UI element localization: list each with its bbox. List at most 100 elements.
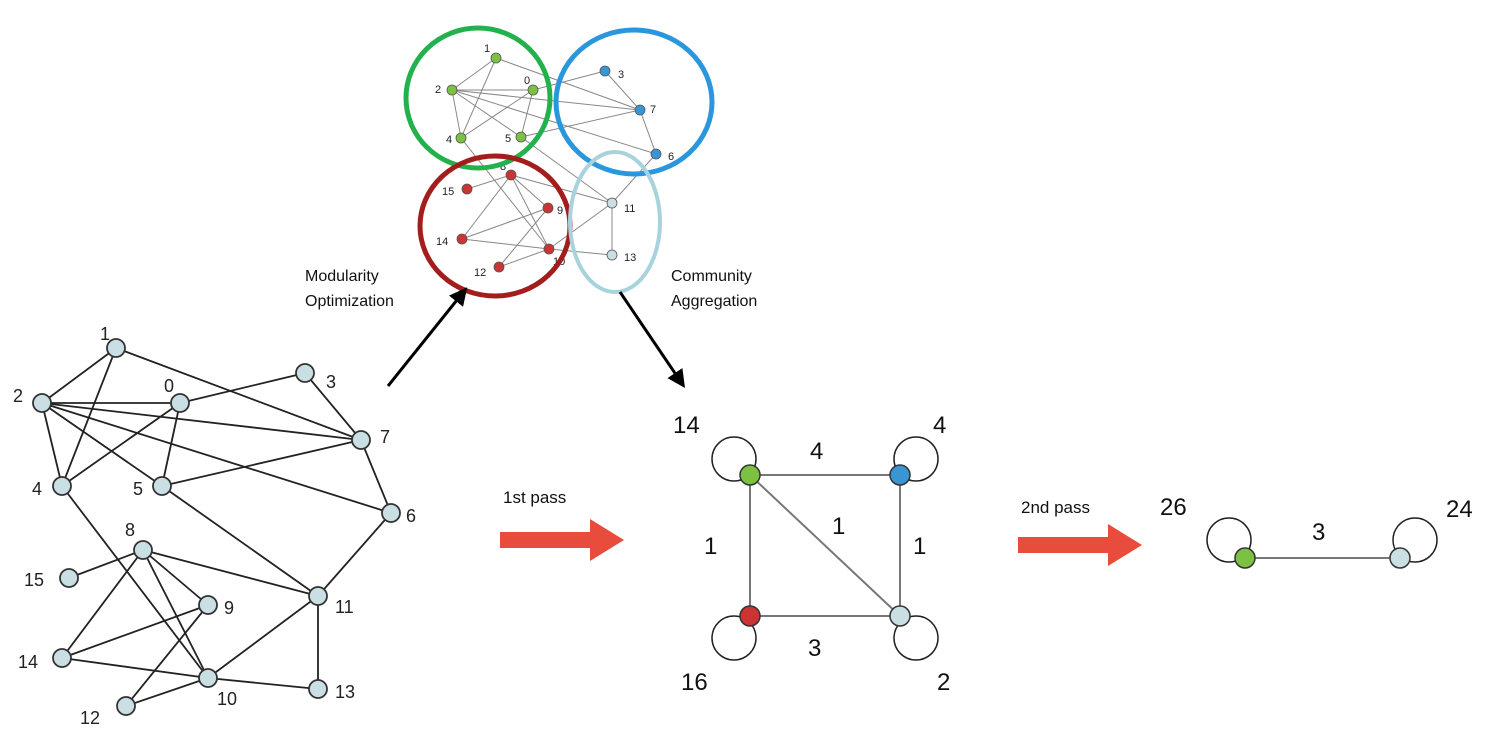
agg-weight-light: 2 bbox=[937, 669, 950, 696]
original-edge-8-11 bbox=[142, 549, 319, 597]
community-edge-8-10 bbox=[510, 174, 550, 250]
original-edge-0-3 bbox=[179, 372, 306, 404]
original-node-label-11: 11 bbox=[335, 597, 354, 617]
original-edge-12-10 bbox=[125, 677, 209, 707]
original-node-0 bbox=[170, 393, 190, 413]
original-node-15 bbox=[59, 568, 79, 588]
first-pass-arrow bbox=[500, 519, 624, 561]
community-edge-8-15 bbox=[466, 174, 512, 190]
community-edge-2-7 bbox=[451, 89, 641, 111]
community-node-label-12: 12 bbox=[474, 267, 486, 279]
community-node-14 bbox=[456, 233, 468, 245]
community-edge-10-11 bbox=[548, 202, 613, 250]
community-node-label-13: 13 bbox=[624, 252, 636, 264]
original-node-label-12: 12 bbox=[80, 708, 100, 728]
self-loop-blue bbox=[893, 436, 939, 482]
original-node-1 bbox=[106, 338, 126, 358]
original-node-label-14: 14 bbox=[18, 652, 38, 672]
original-node-label-3: 3 bbox=[326, 372, 336, 392]
community-edge-0-4 bbox=[460, 89, 534, 139]
community-node-label-2: 2 bbox=[435, 84, 441, 96]
self-loop-red bbox=[711, 615, 757, 661]
community-edge-3-7 bbox=[604, 70, 641, 111]
community-node-label-4: 4 bbox=[446, 134, 452, 146]
original-edge-1-2 bbox=[41, 347, 117, 404]
original-edge-8-9 bbox=[142, 549, 209, 606]
original-edge-3-7 bbox=[304, 372, 362, 441]
community-node-label-7: 7 bbox=[650, 104, 656, 116]
original-node-label-5: 5 bbox=[133, 479, 143, 499]
community-node-4 bbox=[455, 132, 467, 144]
final-node-light bbox=[1389, 547, 1411, 569]
original-edge-10-13 bbox=[207, 677, 319, 690]
original-edge-11-6 bbox=[317, 512, 392, 597]
community-edge-8-14 bbox=[461, 174, 512, 240]
original-edge-5-11 bbox=[161, 485, 319, 597]
self-loop-green bbox=[711, 436, 757, 482]
community-node-label-15: 15 bbox=[442, 186, 454, 198]
community-edge-0-5 bbox=[520, 89, 534, 138]
original-node-10 bbox=[198, 668, 218, 688]
arrow-modularity bbox=[386, 287, 468, 387]
community-node-label-9: 9 bbox=[557, 205, 563, 217]
agg-edge-weight-red-light: 3 bbox=[808, 635, 821, 662]
final-weight-green: 26 bbox=[1160, 494, 1187, 521]
original-node-3 bbox=[295, 363, 315, 383]
original-node-label-7: 7 bbox=[380, 427, 390, 447]
final-node-green bbox=[1234, 547, 1256, 569]
original-node-label-2: 2 bbox=[13, 386, 23, 406]
original-graph-edges bbox=[41, 347, 392, 707]
original-edge-8-14 bbox=[61, 549, 144, 659]
community-edge-5-11 bbox=[520, 136, 613, 204]
original-node-label-15: 15 bbox=[24, 570, 44, 590]
original-node-14 bbox=[52, 648, 72, 668]
community-edge-2-5 bbox=[451, 89, 522, 138]
original-node-2 bbox=[32, 393, 52, 413]
caption-modularity-line1: Modularity bbox=[305, 268, 379, 285]
community-node-1 bbox=[490, 52, 502, 64]
original-edge-2-5 bbox=[41, 402, 163, 487]
original-node-label-10: 10 bbox=[217, 689, 237, 709]
original-node-label-1: 1 bbox=[100, 324, 110, 344]
agg-edge-weight-blue-light: 1 bbox=[913, 533, 926, 560]
original-edge-5-7 bbox=[161, 439, 362, 487]
community-node-15 bbox=[461, 183, 473, 195]
agg-node-blue bbox=[889, 464, 911, 486]
original-node-label-4: 4 bbox=[32, 479, 42, 499]
community-edge-1-7 bbox=[495, 57, 641, 111]
caption-community-line2: Aggregation bbox=[671, 293, 757, 310]
original-node-4 bbox=[52, 476, 72, 496]
community-edge-1-2 bbox=[451, 57, 497, 91]
community-node-label-5: 5 bbox=[505, 133, 511, 145]
original-node-13 bbox=[308, 679, 328, 699]
caption-modularity-line2: Optimization bbox=[305, 293, 394, 310]
original-edge-2-6 bbox=[41, 402, 392, 514]
original-edge-4-10 bbox=[61, 485, 209, 679]
community-edge-9-12 bbox=[498, 207, 549, 268]
community-node-label-0: 0 bbox=[524, 75, 530, 87]
community-edge-11-6 bbox=[611, 153, 657, 204]
self-loop-final-green bbox=[1206, 517, 1252, 563]
community-node-0 bbox=[527, 84, 539, 96]
original-edge-0-5 bbox=[161, 402, 181, 487]
community-edge-12-10 bbox=[498, 248, 550, 268]
original-edge-8-10 bbox=[142, 549, 209, 679]
original-node-label-6: 6 bbox=[406, 506, 416, 526]
self-loop-final-light bbox=[1392, 517, 1438, 563]
agg-edge-weight-green-light: 1 bbox=[832, 513, 845, 540]
final-edge-weight: 3 bbox=[1312, 519, 1325, 546]
community-node-11 bbox=[606, 197, 618, 209]
community-node-10 bbox=[543, 243, 555, 255]
community-ring-light bbox=[568, 150, 662, 294]
community-edge-10-13 bbox=[548, 248, 613, 256]
original-node-8 bbox=[133, 540, 153, 560]
community-edge-8-9 bbox=[510, 174, 549, 209]
original-node-9 bbox=[198, 595, 218, 615]
community-node-label-11: 11 bbox=[624, 203, 635, 215]
community-edge-6-7 bbox=[639, 109, 657, 155]
community-node-label-6: 6 bbox=[668, 151, 674, 163]
self-loop-light bbox=[893, 615, 939, 661]
aggregated-graph: 14 4 16 2 4 1 1 1 3 bbox=[673, 412, 950, 696]
